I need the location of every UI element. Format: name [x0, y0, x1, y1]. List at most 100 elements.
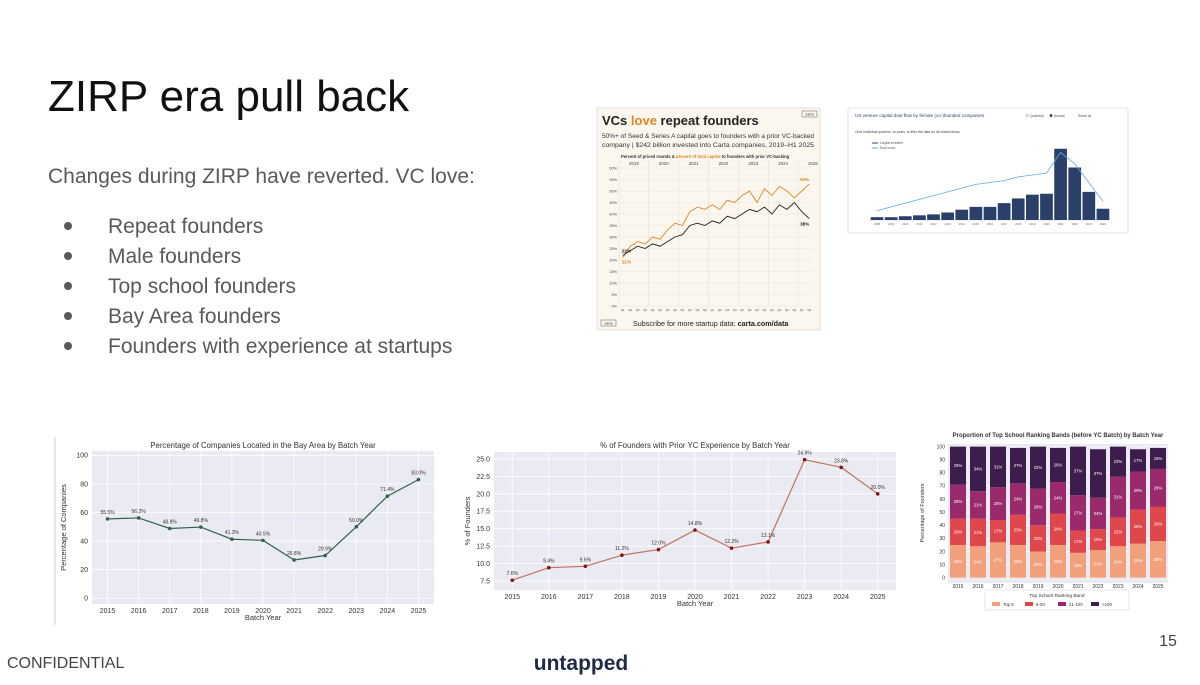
legend-label: >100 [1102, 602, 1112, 607]
bar-segment [1110, 446, 1126, 477]
x-tick-label: 2024 [833, 594, 849, 601]
bullet-text: Top school founders [108, 275, 296, 298]
legend-label: Deal count [880, 146, 895, 150]
bar-segment [1130, 543, 1146, 578]
y-tick-label: 40% [609, 212, 617, 216]
y-tick-label: 10% [609, 281, 617, 285]
instruction: Click individual quarters, or years, to … [855, 130, 960, 134]
x-tick-label: 2017 [578, 594, 594, 601]
point-marker [105, 517, 110, 521]
x-tick-label: 2018 [193, 608, 209, 615]
legend-label: Top 5 [1003, 602, 1014, 607]
x-axis-label: Batch Year [677, 599, 714, 608]
x-tick-label: Q1 [710, 308, 714, 312]
value-label: 25% [954, 559, 963, 564]
value-label: 7.6% [507, 571, 519, 577]
value-label: 9.6% [580, 557, 592, 563]
bar-segment [1050, 544, 1066, 578]
female-founders-chart: US venture capital deal flow by female (… [847, 107, 1129, 234]
stacked-chart: 0 10 20 30 40 50 60 70 80 90 100 2015 2016 2017 2018 20… [920, 433, 1168, 611]
chart-title: US venture capital deal flow by female (… [855, 113, 985, 118]
legend-swatch [992, 602, 1000, 606]
value-label: 41.3% [225, 530, 240, 536]
bar-segment [970, 518, 986, 547]
x-tick-label: Q4 [703, 308, 707, 312]
year-label: 2024 [778, 161, 788, 166]
x-tick-label: Q3 [755, 308, 759, 312]
value-label: 22% [622, 248, 631, 253]
bar [1082, 191, 1096, 220]
y-tick-label: 20.0 [476, 491, 490, 498]
point-marker [416, 477, 421, 482]
point-marker [261, 538, 265, 543]
x-tick-label: 2018 [1015, 222, 1022, 226]
bar-segment [1010, 483, 1026, 515]
footer-text: Subscribe for more startup data: carta.c… [633, 319, 789, 328]
bullet-text: Bay Area founders [108, 305, 281, 328]
confidential-label: CONFIDENTIAL [7, 655, 124, 672]
x-tick-label: 2019 [1032, 584, 1043, 590]
bar-segment [1010, 544, 1026, 578]
x-tick-label: Q4 [733, 308, 737, 312]
x-tick-label: Q2 [807, 308, 811, 312]
value-label: 40.5% [256, 531, 271, 537]
year-label: 2022 [719, 161, 729, 166]
y-tick-label: 0 [84, 596, 88, 603]
x-tick-label: Q1 [651, 308, 655, 312]
bar [1026, 194, 1039, 220]
value-label: 12.2% [724, 539, 739, 545]
brand-logo: untapped [534, 652, 629, 675]
y-tick-label: 80 [939, 471, 945, 477]
value-label: 17% [1074, 539, 1083, 544]
y-axis-label: Percentage of Founders [920, 483, 926, 542]
value-label: 24% [1014, 497, 1023, 502]
x-tick-label: Q3 [725, 308, 729, 312]
x-tick-label: 2012 [930, 222, 937, 226]
x-tick-label: 2009 [888, 222, 895, 226]
bullet-text: Male founders [108, 245, 241, 268]
x-tick-label: Q3 [695, 308, 699, 312]
x-tick-label: 2019 [1029, 222, 1036, 226]
year-label: 2021 [689, 161, 699, 166]
bar-segment [1130, 449, 1146, 472]
x-tick-label: Q3 [636, 308, 640, 312]
bar-segment [950, 544, 966, 578]
point-marker [292, 558, 296, 562]
value-label: 28% [1154, 557, 1163, 562]
series-line [876, 151, 1104, 212]
chart-subtitle: 50%+ of Seed & Series A capital goes to … [602, 133, 814, 140]
x-tick-label: 2021 [1072, 584, 1083, 590]
point-marker [656, 547, 661, 552]
footer-logo: carta [604, 322, 613, 326]
bar [997, 203, 1011, 220]
x-tick-label: 2023 [1112, 584, 1123, 590]
y-tick-label: 55% [609, 178, 617, 182]
y-tick-label: 30 [939, 536, 945, 542]
y-tick-label: 35% [609, 224, 617, 228]
x-tick-label: 2025 [411, 608, 427, 615]
y-tick-label: 15.0 [476, 526, 490, 533]
bar-segment [990, 487, 1006, 521]
legend-part: to founders with prior VC-backing [721, 154, 790, 159]
x-tick-label: Q1 [621, 308, 625, 312]
bar-segment [1090, 529, 1106, 551]
point-marker [620, 553, 624, 557]
x-tick-label: 2016 [541, 594, 557, 601]
y-tick-label: 60 [939, 497, 945, 503]
value-label: 20.0% [871, 485, 886, 491]
value-label: 23% [1014, 527, 1023, 532]
x-tick-label: 2020 [255, 608, 271, 615]
value-label: 22% [1114, 529, 1123, 534]
x-tick-label: 2018 [614, 594, 630, 601]
value-label: 32% [1034, 465, 1043, 470]
y-tick-label: 5% [612, 293, 618, 297]
bar-segment [1050, 513, 1066, 545]
x-tick-label: 2021 [724, 594, 740, 601]
x-tick-label: Q1 [800, 308, 804, 312]
x-tick-label: 2015 [952, 584, 963, 590]
x-tick-label: 2023 [1086, 222, 1093, 226]
bar [927, 214, 940, 220]
value-label: 55.5% [100, 510, 115, 516]
x-tick-label: 2024 [380, 608, 396, 615]
